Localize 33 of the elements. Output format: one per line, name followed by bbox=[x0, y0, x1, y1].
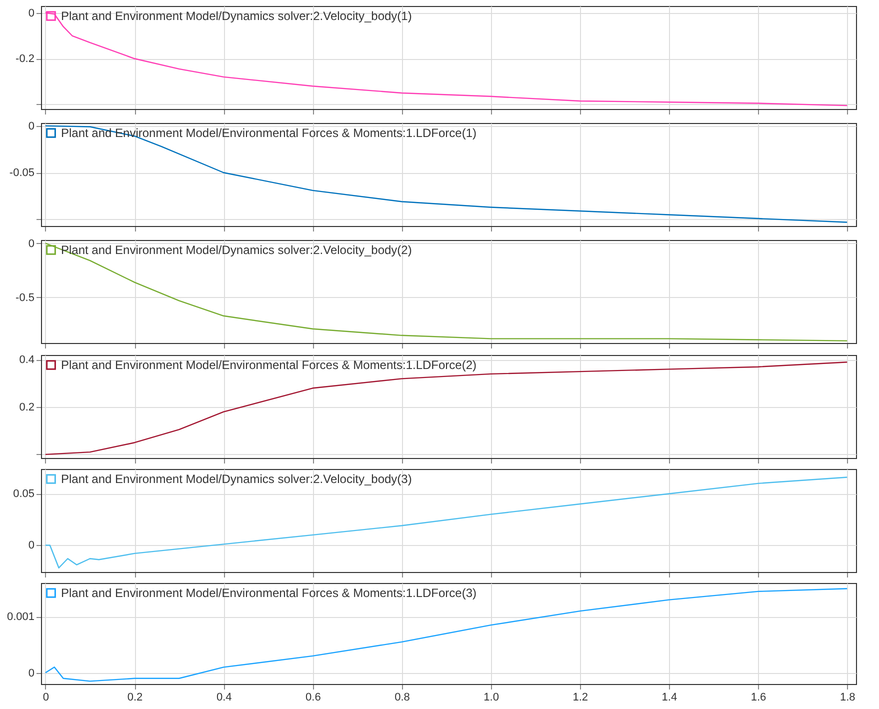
y-tick-label: 0 bbox=[28, 540, 34, 552]
y-tick-label: 0.001 bbox=[6, 611, 34, 624]
y-tick-label: 0.05 bbox=[13, 488, 34, 500]
x-tick-label: 0.8 bbox=[394, 692, 410, 704]
legend-label: Plant and Environment Model/Environmental Forces & Moments:1.LDForce(3) bbox=[61, 586, 477, 600]
legend-label: Plant and Environment Model/Dynamics solver:2.Velocity_body(1) bbox=[61, 9, 412, 23]
y-tick-label: 0 bbox=[28, 120, 34, 132]
x-tick-label: 1.4 bbox=[662, 692, 678, 704]
y-tick-label: 0 bbox=[28, 238, 34, 250]
x-tick-label: 0.6 bbox=[306, 692, 321, 704]
x-tick-label: 0.4 bbox=[216, 692, 232, 704]
y-tick-label: 0 bbox=[28, 7, 34, 20]
y-tick-label: 0.2 bbox=[19, 402, 34, 414]
line-series bbox=[44, 362, 848, 456]
line-series bbox=[44, 588, 848, 682]
legend-label: Plant and Environment Model/Environmental Forces & Moments:1.LDForce(1) bbox=[61, 126, 477, 140]
y-tick-label: -0.2 bbox=[16, 53, 34, 66]
x-tick-label: 1.6 bbox=[750, 692, 766, 704]
y-tick-label: 0.4 bbox=[19, 354, 34, 366]
y-tick-label: -0.05 bbox=[9, 167, 34, 180]
line-series bbox=[44, 242, 848, 342]
line-series bbox=[44, 125, 848, 223]
x-tick-label: 0 bbox=[42, 692, 50, 704]
x-tick-label: 1.2 bbox=[572, 692, 588, 704]
legend-label: Plant and Environment Model/Dynamics solver:2.Velocity_body(3) bbox=[61, 472, 412, 486]
x-tick-label: 0.2 bbox=[127, 692, 143, 704]
line-series bbox=[44, 12, 848, 106]
x-tick-label: 1.0 bbox=[484, 692, 499, 704]
y-tick-label: 0 bbox=[28, 667, 34, 680]
x-tick-label: 1.8 bbox=[840, 692, 856, 704]
legend-label: Plant and Environment Model/Environmental Forces & Moments:1.LDForce(2) bbox=[61, 358, 477, 372]
y-tick-label: -0.5 bbox=[16, 292, 34, 304]
legend-label: Plant and Environment Model/Dynamics solver:2.Velocity_body(2) bbox=[61, 243, 412, 257]
